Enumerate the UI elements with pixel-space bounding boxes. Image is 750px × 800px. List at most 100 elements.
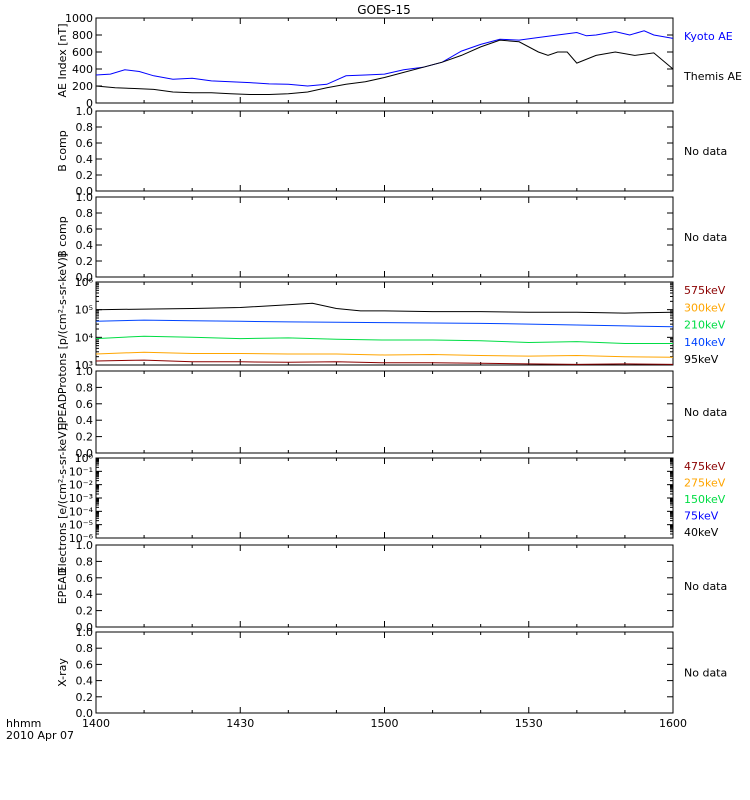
y-tick-label: 10⁰ xyxy=(75,452,94,465)
y-tick-label: 10⁻² xyxy=(69,479,93,492)
y-tick-label: 1.0 xyxy=(76,365,94,378)
right-label: Kyoto AE xyxy=(684,30,733,43)
y-tick-label: 10⁵ xyxy=(75,304,93,317)
y-tick-label: 10⁻³ xyxy=(69,492,93,505)
right-label: No data xyxy=(684,667,727,680)
right-label: 210keV xyxy=(684,319,726,332)
y-tick-label: 0.0 xyxy=(76,271,94,284)
y-tick-label: 0.8 xyxy=(76,555,94,568)
y-tick-label: 0 xyxy=(86,97,93,110)
y-tick-label: 0.2 xyxy=(76,169,94,182)
x-tick-label: 1400 xyxy=(82,717,110,730)
y-tick-label: 10⁻⁶ xyxy=(69,532,94,545)
right-label: 150keV xyxy=(684,493,726,506)
y-tick-label: 800 xyxy=(72,29,93,42)
series-line-210kev xyxy=(95,335,673,344)
y-tick-label: 1.0 xyxy=(76,539,94,552)
panel-frame xyxy=(95,17,674,104)
y-tick-label: 1.0 xyxy=(76,105,94,118)
right-label: No data xyxy=(684,406,727,419)
panel-4: 10³ 10⁴ 10⁵ 10⁶ Protons [p/(cm²-s-sr-keV)] 57… xyxy=(56,253,726,394)
panel-2: 0.0 0.2 0.4 0.6 0.8 1.0 B comp No data xyxy=(56,105,727,198)
y-axis-label: EPEAD xyxy=(56,568,69,605)
right-label: 140keV xyxy=(684,336,726,349)
y-tick-label: 600 xyxy=(72,46,93,59)
time-axis-label-hhmm: hhmm xyxy=(6,717,41,730)
panel-frame xyxy=(95,457,674,539)
panel-frame xyxy=(95,110,674,192)
y-tick-label: 0.6 xyxy=(76,658,94,671)
y-axis-label: Protons [p/(cm²-s-sr-keV)] xyxy=(56,253,69,394)
series-line-themis-ae xyxy=(95,39,674,95)
time-axis-label-date: 2010 Apr 07 xyxy=(6,729,74,742)
right-label: 575keV xyxy=(684,284,726,297)
right-label: Themis AE xyxy=(683,70,742,83)
right-label: No data xyxy=(684,580,727,593)
y-tick-label: 1.0 xyxy=(76,626,94,639)
right-label: No data xyxy=(684,231,727,244)
y-tick-label: 0.4 xyxy=(76,239,94,252)
y-tick-label: 0.6 xyxy=(76,572,94,585)
y-tick-label: 0.4 xyxy=(76,153,94,166)
right-label: 475keV xyxy=(684,460,726,473)
panel-frame xyxy=(95,544,674,628)
series-line-300kev xyxy=(95,351,674,358)
y-tick-label: 0.2 xyxy=(76,255,94,268)
x-tick-label: 1430 xyxy=(226,717,254,730)
x-tick-label: 1500 xyxy=(371,717,399,730)
plot-title: GOES-15 xyxy=(357,3,411,17)
y-tick-label: 0.0 xyxy=(76,621,94,634)
right-label: No data xyxy=(684,145,727,158)
y-tick-label: 10⁻⁴ xyxy=(69,505,94,518)
y-tick-label: 0.8 xyxy=(76,642,94,655)
y-axis-label: EPEAD xyxy=(56,394,69,431)
right-label: 75keV xyxy=(684,510,719,523)
y-tick-label: 0.8 xyxy=(76,121,94,134)
y-tick-label: 10⁻¹ xyxy=(69,465,93,478)
y-axis-label: B comp xyxy=(56,130,69,172)
y-tick-label: 0.2 xyxy=(76,431,94,444)
y-tick-label: 0.0 xyxy=(76,707,94,720)
y-tick-label: 0.4 xyxy=(76,675,94,688)
y-tick-label: 10³ xyxy=(75,359,93,372)
y-tick-label: 0.6 xyxy=(76,398,94,411)
series-line-140kev xyxy=(95,319,674,328)
y-tick-label: 0.4 xyxy=(76,414,94,427)
y-tick-label: 10⁶ xyxy=(75,276,94,289)
x-tick-label: 1530 xyxy=(515,717,543,730)
y-axis-label: Electrons [e/(cm²-s-sr-keV)] xyxy=(56,423,69,574)
y-tick-label: 400 xyxy=(72,63,93,76)
y-tick-label: 0.8 xyxy=(76,381,94,394)
y-tick-label: 10⁻⁵ xyxy=(69,519,93,532)
right-label: 40keV xyxy=(684,526,719,539)
y-tick-label: 0.2 xyxy=(76,605,94,618)
y-tick-label: 1000 xyxy=(65,12,93,25)
y-axis-label: B comp xyxy=(56,216,69,258)
right-label: 95keV xyxy=(684,353,719,366)
y-tick-label: 200 xyxy=(72,80,93,93)
panel-frame xyxy=(95,196,674,278)
right-label: 275keV xyxy=(684,477,726,490)
y-tick-label: 1.0 xyxy=(76,191,94,204)
y-tick-label: 0.2 xyxy=(76,691,94,704)
y-axis-label: AE Index [nT] xyxy=(56,23,69,97)
y-tick-label: 10⁴ xyxy=(75,331,94,344)
panel-7: 0.0 0.2 0.4 0.6 0.8 1.0 EPEAD No data xyxy=(56,539,727,634)
y-tick-label: 0.8 xyxy=(76,207,94,220)
panel-frame xyxy=(95,281,674,366)
y-tick-label: 0.4 xyxy=(76,588,94,601)
panel-3: 0.0 0.2 0.4 0.6 0.8 1.0 B comp No data xyxy=(56,191,727,284)
series-line-95kev xyxy=(95,302,674,314)
y-axis-label: X-ray xyxy=(56,658,69,687)
panel-5: 0.0 0.2 0.4 0.6 0.8 1.0 EPEAD No data xyxy=(56,365,727,460)
panel-frame xyxy=(95,631,674,714)
x-tick-label: 1600 xyxy=(659,717,687,730)
right-label: 300keV xyxy=(684,301,726,314)
panel-frame xyxy=(95,370,674,454)
series-line-575kev xyxy=(95,359,674,365)
y-tick-label: 0.6 xyxy=(76,137,94,150)
panel-8: 0.0 0.2 0.4 0.6 0.8 1.0 X-ray No data xyxy=(56,626,727,720)
